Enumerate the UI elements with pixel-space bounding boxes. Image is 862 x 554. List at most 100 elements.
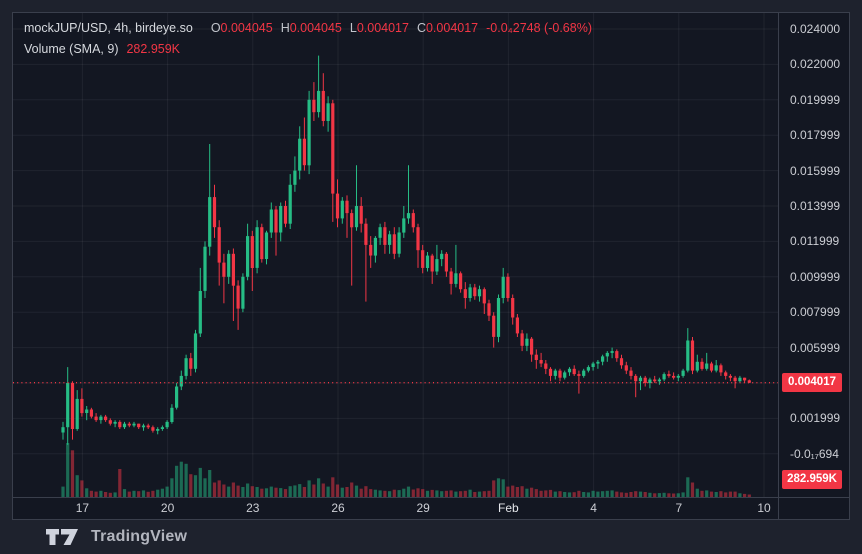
candle: [643, 377, 647, 383]
candle: [539, 360, 543, 364]
time-tick-label: 10: [757, 501, 771, 515]
candle: [392, 234, 396, 254]
candle: [454, 273, 458, 284]
brand-text[interactable]: TradingView: [91, 528, 188, 545]
symbol-title[interactable]: mockJUP/USD, 4h, birdeye.so: [24, 21, 193, 35]
axis-corner: [778, 497, 849, 519]
candle: [269, 209, 273, 233]
candle: [525, 338, 529, 346]
candle: [482, 289, 486, 304]
candle: [690, 340, 695, 371]
candle: [165, 421, 169, 428]
candle: [359, 206, 363, 224]
candle: [288, 184, 292, 224]
candle: [160, 427, 164, 429]
time-tick-label: 29: [416, 501, 430, 515]
price-tick-label: 0.019999: [790, 92, 841, 107]
candle: [364, 223, 368, 245]
candle: [122, 423, 127, 428]
price-tick-label: 0.024000: [790, 22, 841, 36]
candle: [709, 363, 714, 371]
candle: [700, 361, 704, 369]
footer: TradingView: [0, 520, 862, 554]
candle: [435, 259, 439, 272]
candle: [477, 289, 482, 297]
candle: [175, 386, 179, 408]
candle: [724, 372, 728, 376]
candle: [264, 232, 269, 259]
candle: [695, 361, 699, 371]
candle: [743, 377, 747, 381]
candle: [193, 333, 198, 369]
candle: [586, 367, 590, 371]
candle: [236, 285, 240, 309]
candle: [719, 365, 723, 373]
candle: [250, 236, 254, 268]
candle: [397, 232, 401, 254]
candle: [738, 377, 742, 382]
candle: [189, 358, 193, 369]
chart-panel: 0.004017 282.959K 0.024000 0.022000 0.0199…: [12, 12, 850, 520]
candle: [354, 206, 359, 228]
price-tick-label: 0.005999: [790, 340, 841, 355]
candle: [383, 227, 387, 245]
price-tick-label: 0.015999: [790, 163, 841, 178]
candle: [672, 375, 676, 378]
tradingview-logo-icon[interactable]: [45, 526, 81, 548]
candle: [610, 351, 614, 353]
candle: [104, 416, 108, 421]
candle: [558, 370, 562, 378]
price-tick-label: 0.007999: [790, 305, 841, 320]
time-tick-label: 20: [160, 501, 175, 515]
candle: [170, 407, 174, 422]
candle: [118, 421, 122, 428]
candle: [662, 374, 666, 380]
candle: [222, 262, 226, 277]
price-tick-label: 0.011999: [790, 234, 840, 249]
candle: [705, 363, 709, 369]
time-tick-label: 7: [675, 501, 683, 515]
candle: [572, 368, 576, 375]
candle: [548, 368, 553, 376]
indicator-value: 282.959K: [126, 42, 181, 56]
candle: [714, 365, 718, 371]
candle: [615, 351, 619, 359]
candle: [66, 383, 70, 428]
candle-series: [61, 55, 751, 445]
candle: [648, 379, 652, 383]
price-axis[interactable]: 0.004017 282.959K 0.024000 0.022000 0.0199…: [778, 13, 849, 519]
legend: mockJUP/USD, 4h, birdeye.so O0.004045 H0.0…: [24, 18, 592, 60]
candle: [596, 361, 600, 364]
candle: [657, 379, 661, 382]
candle: [459, 273, 463, 290]
candle: [421, 250, 425, 268]
candle: [378, 227, 382, 238]
symbol-row: mockJUP/USD, 4h, birdeye.so O0.004045 H0.0…: [24, 18, 592, 39]
candle: [113, 421, 117, 424]
candle: [179, 375, 183, 387]
candle: [141, 425, 146, 428]
price-tick-label: 0.022000: [790, 57, 841, 72]
candle: [246, 236, 250, 277]
price-plot[interactable]: [13, 13, 778, 497]
candle: [686, 340, 690, 371]
ohlc-value: 0.004045: [220, 21, 273, 35]
candle: [241, 276, 245, 309]
candle: [511, 298, 515, 318]
time-axis[interactable]: 17 20 23 26 29 Feb 4 7 10: [13, 497, 778, 519]
candle: [298, 138, 302, 171]
candle: [667, 374, 671, 376]
time-tick-label: 17: [75, 501, 90, 515]
candle: [274, 209, 278, 233]
indicator-title[interactable]: Volume (SMA, 9): [24, 42, 119, 56]
candle: [530, 338, 534, 355]
candle: [156, 429, 160, 431]
ohlc-key: H: [280, 21, 290, 35]
candle: [463, 289, 467, 298]
candle: [634, 375, 638, 382]
candle: [212, 197, 217, 228]
candle: [340, 200, 344, 219]
candle: [317, 90, 321, 113]
price-tick-label: 0.009999: [790, 269, 841, 284]
